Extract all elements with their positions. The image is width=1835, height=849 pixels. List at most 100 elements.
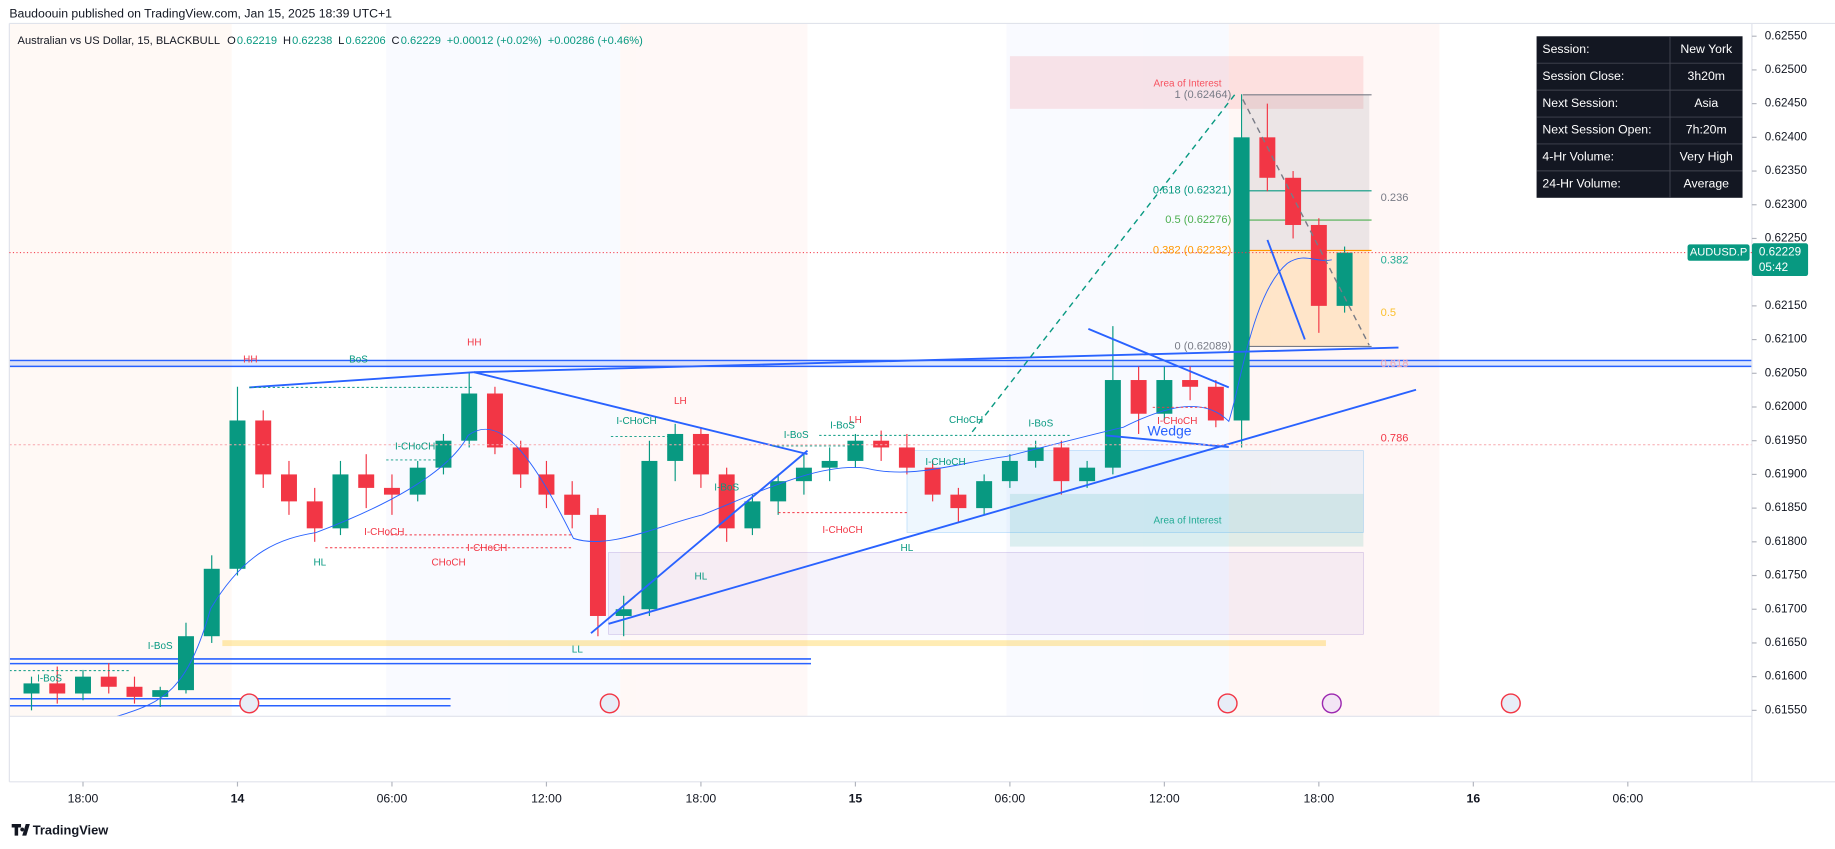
legend-text: L [338,35,344,47]
x-tick-label: 12:00 [1149,792,1180,806]
trend-line [249,371,475,389]
fib-label: 0.236 [1381,192,1409,204]
table-cell: 7h:20m [1686,123,1727,137]
legend-text: C [392,35,400,47]
y-tick-label: 0.61650 [1765,636,1808,649]
candle-body [280,474,297,502]
annotation: I-CHoCH [616,416,656,427]
annotation: I-BoS [37,673,62,684]
candle-body [976,481,993,509]
candle-body [255,420,272,475]
legend-text: 0.62238 [292,35,332,47]
x-tick-label: 14 [231,792,245,806]
order-block [906,450,1364,533]
candle-body [1156,380,1173,414]
y-tick-label: 0.62300 [1765,198,1808,211]
event-icons [239,693,1521,714]
candle-body [178,636,194,691]
event-icon[interactable] [1321,693,1342,714]
table-cell: New York [1680,42,1733,56]
fib-label: 0.618 [1381,358,1409,370]
y-tick-label: 0.62350 [1765,164,1808,177]
table-cell: 3h20m [1688,69,1726,83]
candle-body [795,467,812,482]
event-icon[interactable] [599,693,620,714]
candle-body [203,568,220,637]
fib-label: 0.618 (0.62321) [1153,185,1232,197]
candle-body [589,514,606,616]
legend-text: O [227,35,236,47]
symbol-tag: AUDUSD.P [1690,247,1747,259]
candle-body [383,487,400,495]
candle-body [1310,224,1327,306]
annotation: I-BoS [784,430,809,441]
candle-body [667,433,684,461]
annotation: CHoCH [949,415,983,426]
candle-body [873,440,890,448]
symbol-tag-bg [1687,244,1750,261]
publisher: Baudoouin published on TradingView.com, … [9,6,392,20]
session-table: Session: New York Session Close: 3h20m Next … [1536,36,1743,198]
candle-body [898,447,915,468]
y-tick-label: 0.62150 [1765,299,1808,312]
annotation: LL [572,644,584,655]
trend-line [473,371,808,456]
y-tick-label: 0.62250 [1765,232,1808,245]
annotation: Wedge [1147,423,1191,439]
candle-body [126,686,143,697]
annotation: HH [467,338,481,349]
event-icon[interactable] [1217,693,1238,714]
event-icon[interactable] [239,693,260,714]
annotation: HH [243,354,257,365]
y-tick-label: 0.61850 [1765,501,1808,514]
session-backgrounds [9,23,1440,717]
candle-body [1104,380,1121,468]
table-cell: Session Close: [1542,69,1624,83]
brand: TradingView [33,822,110,837]
candle-body [744,501,761,529]
candle-body [358,474,375,488]
legend: Australian vs US Dollar, 15, BLACKBULL O 0… [18,35,644,47]
candle-body [1182,380,1199,387]
candle-body [1285,177,1302,225]
projection-line [970,94,1236,434]
x-tick-label: 12:00 [531,792,562,806]
annotation: I-CHoCH [1157,416,1197,427]
x-tick-label: 16 [1467,792,1481,806]
y-tick-label: 0.61800 [1765,535,1808,548]
y-tick-label: 0.62400 [1765,130,1808,143]
legend-text: 0.62219 [237,35,277,47]
session-bg [1006,23,1229,717]
legend-text: Australian vs US Dollar, 15, BLACKBULL [18,35,221,47]
support-fill [9,361,1752,367]
logo [11,823,30,836]
liquidity-band [222,640,1326,647]
fib-label: 0 (0.62089) [1174,340,1231,352]
annotation: BoS [349,354,368,365]
annotation: I-CHoCH [467,543,507,554]
wedge-line [1088,328,1230,389]
candle-body [1259,137,1276,178]
annotation: I-BoS [148,641,173,652]
moving-average [116,257,1332,717]
fib-label: 0.382 [1381,255,1409,267]
candle-body [332,474,349,529]
annotation: HL [695,572,708,583]
candle-body [564,494,581,515]
candle-body [1053,447,1070,482]
trend-line [1266,239,1306,340]
annotation: Area of Interest [1154,516,1222,527]
table-cell: 4-Hr Volume: [1542,150,1614,164]
candles [23,94,1353,711]
price-tag-bg [1751,243,1809,277]
candle-body [23,683,40,694]
table-cell: Next Session Open: [1542,123,1651,137]
candle-body [75,676,91,694]
legend-text: 0.62229 [401,35,441,47]
candle-body [1130,380,1147,414]
table-cell: 24-Hr Volume: [1542,177,1620,191]
candle-body [692,433,709,475]
annotation: I-CHoCH [925,457,965,468]
event-icon[interactable] [1500,693,1521,714]
y-tick-label: 0.62450 [1765,97,1808,110]
